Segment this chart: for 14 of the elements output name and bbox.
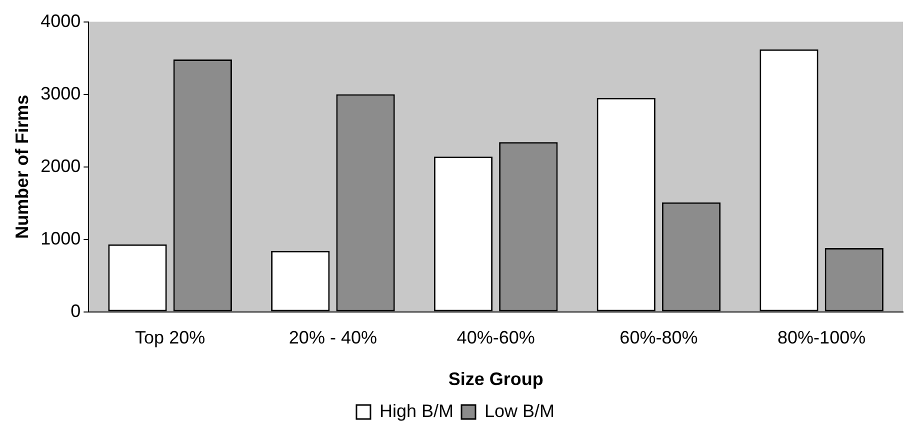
legend-label: High B/M — [379, 400, 454, 421]
legend-label: Low B/M — [484, 400, 555, 421]
x-tick-label: Top 20% — [135, 328, 206, 348]
y-tick-label: 3000 — [40, 83, 81, 104]
x-axis-title: Size Group — [448, 369, 544, 390]
y-tick-label: 1000 — [40, 228, 81, 248]
y-axis-title: Number of Firms — [12, 94, 32, 239]
y-tick-label: 0 — [70, 300, 81, 321]
y-tick-label: 4000 — [40, 10, 81, 31]
x-tick-label: 80%-100% — [778, 328, 866, 348]
y-tick-label: 2000 — [40, 156, 81, 176]
x-tick-label: 20% - 40% — [288, 328, 377, 348]
x-tick-label: 40%-60% — [456, 328, 535, 348]
x-tick-label: 60%-80% — [620, 328, 698, 348]
